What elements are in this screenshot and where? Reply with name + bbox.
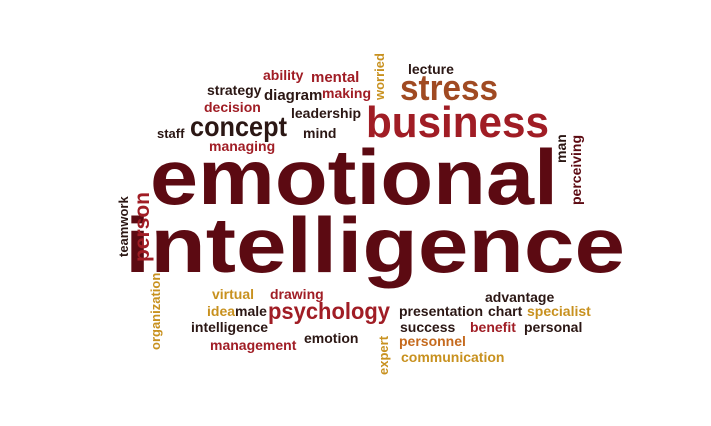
word-psychology: psychology: [268, 298, 390, 324]
word-drawing: drawing: [270, 286, 324, 302]
word-advantage: advantage: [485, 289, 555, 305]
word-teamwork: teamwork: [116, 196, 131, 257]
word-concept: concept: [190, 111, 287, 142]
word-idea: idea: [207, 303, 236, 319]
word-intelligence-small: intelligence: [191, 319, 269, 335]
word-organization: organization: [148, 272, 163, 350]
word-man: man: [553, 134, 569, 163]
word-benefit: benefit: [470, 319, 516, 335]
word-strategy: strategy: [207, 82, 262, 98]
word-emotion: emotion: [304, 330, 359, 346]
word-expert: expert: [376, 335, 391, 375]
word-decision: decision: [204, 99, 261, 115]
word-making: making: [322, 85, 372, 101]
word-intelligence-large: intelligence: [125, 201, 625, 289]
word-person: person: [131, 191, 154, 262]
word-specialist: specialist: [527, 303, 591, 319]
word-chart: chart: [488, 303, 523, 319]
word-staff: staff: [157, 126, 185, 141]
word-success: success: [400, 319, 456, 335]
word-diagram: diagram: [264, 87, 323, 104]
word-mind: mind: [303, 125, 337, 141]
word-mental: mental: [311, 69, 360, 86]
word-management: management: [210, 337, 297, 353]
word-emotional: emotional: [150, 133, 558, 221]
word-communication: communication: [401, 349, 505, 365]
word-leadership: leadership: [291, 105, 362, 121]
word-lecture: lecture: [408, 61, 454, 77]
word-personal: personal: [524, 319, 583, 335]
word-male: male: [235, 303, 267, 319]
word-perceiving: perceiving: [568, 134, 584, 205]
word-personnel: personnel: [399, 333, 466, 349]
word-business: business: [366, 98, 549, 147]
word-worried: worried: [372, 53, 387, 100]
word-virtual: virtual: [212, 286, 255, 302]
word-stress: stress: [400, 67, 498, 108]
word-ability: ability: [263, 67, 304, 83]
word-presentation: presentation: [399, 303, 484, 319]
word-managing: managing: [209, 138, 276, 154]
